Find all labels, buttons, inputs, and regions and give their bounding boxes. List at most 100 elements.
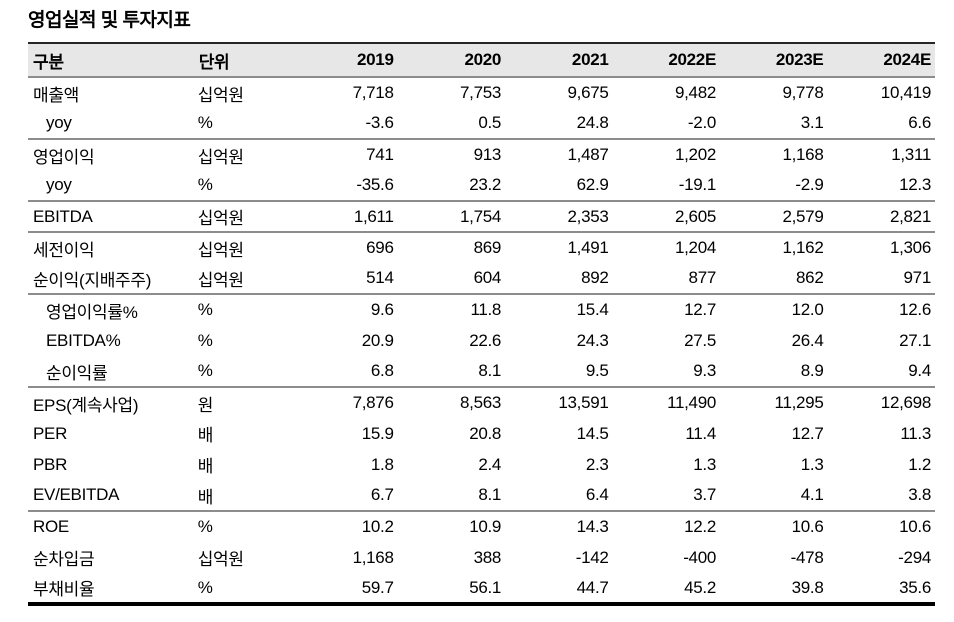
cell-value: 39.8	[720, 573, 828, 606]
cell-value: 7,753	[460, 83, 502, 102]
cell-value: -294	[898, 547, 931, 567]
row-label: 순이익(지배주주)	[28, 263, 194, 295]
cell-value: 869	[473, 238, 502, 257]
row-label: 순차입금	[33, 550, 95, 569]
cell-value: 2,821	[827, 201, 935, 233]
cell-value: 1,306	[889, 238, 931, 257]
cell-value: 12.7	[791, 423, 824, 443]
cell-value: 6.6	[827, 108, 935, 140]
row-label: EV/EBITDA	[28, 480, 194, 512]
row-label: yoy	[28, 170, 194, 202]
cell-value: -400	[683, 547, 717, 567]
cell-value: 1,168	[782, 145, 824, 164]
page-title: 영업실적 및 투자지표	[28, 10, 191, 31]
column-header-2023e: 2023E	[720, 42, 828, 78]
cell-value: 913	[473, 145, 502, 164]
column-header-2022e: 2022E	[612, 42, 721, 78]
cell-value: -3.6	[290, 108, 398, 140]
cell-value: 2,605	[612, 201, 721, 233]
table-row: 순이익률% 6.8 8.1 9.5 9.3 8.9 9.4	[28, 356, 935, 388]
cell-value: 514	[290, 263, 398, 295]
cell-value: 9.6	[370, 300, 394, 319]
cell-value: 24.8	[505, 108, 613, 140]
cell-value: 10,419	[880, 83, 932, 102]
row-label: PER	[33, 423, 68, 443]
cell-value: 4.1	[720, 480, 828, 512]
cell-value: 13,591	[558, 393, 609, 412]
cell-value: 22.6	[469, 330, 502, 350]
row-unit: %	[197, 517, 213, 536]
column-header-unit: 단위	[193, 42, 291, 78]
cell-value: 696	[366, 238, 394, 257]
cell-value: 9.3	[612, 356, 721, 388]
column-header-label: 구분	[28, 42, 194, 78]
cell-value: 7,876	[352, 393, 394, 412]
cell-value: 15.4	[576, 300, 609, 319]
cell-value: 23.2	[397, 170, 506, 202]
cell-value: 6.7	[290, 480, 398, 512]
row-label: 부채비율	[28, 573, 194, 606]
cell-value: 12.3	[827, 170, 935, 202]
cell-value: 9.5	[505, 356, 613, 388]
column-header-2024e: 2024E	[827, 42, 935, 78]
cell-value: 9,482	[674, 83, 717, 102]
cell-value: 862	[720, 263, 828, 295]
row-unit: 십억원	[197, 550, 244, 569]
cell-value: 27.5	[684, 330, 717, 350]
table-row: 세전이익 십억원 696 869 1,491 1,204 1,162 1,306	[28, 232, 935, 263]
cell-value: 3.8	[827, 480, 935, 512]
cell-value: -142	[575, 547, 609, 567]
cell-value: 1,311	[891, 145, 931, 164]
cell-value: 2,353	[505, 201, 613, 233]
cell-value: 1.8	[370, 454, 394, 474]
cell-value: 1,754	[397, 201, 506, 233]
cell-value: 10.9	[469, 517, 502, 536]
cell-value: 1.3	[800, 454, 824, 474]
cell-value: 6.4	[505, 480, 613, 512]
cell-value: 1.2	[908, 454, 931, 474]
cell-value: 1,204	[674, 238, 717, 257]
cell-value: 20.9	[361, 330, 394, 350]
table-row: PBR 배 1.8 2.4 2.3 1.3 1.3 1.2	[28, 449, 935, 480]
table-row: EBITDA%% 20.9 22.6 24.3 27.5 26.4 27.1	[28, 325, 935, 356]
table-row: yoy% -3.6 0.5 24.8 -2.0 3.1 6.6	[28, 108, 935, 140]
table-body: 매출액 십억원 7,718 7,753 9,675 9,482 9,778 10,419 yoy…	[28, 77, 935, 606]
cell-value: 26.4	[791, 330, 824, 350]
cell-value: 1,162	[782, 238, 824, 257]
table-row: 영업이익 십억원 741 913 1,487 1,202 1,168 1,311	[28, 139, 935, 170]
cell-value: 971	[827, 263, 935, 295]
cell-value: -2.0	[612, 108, 721, 140]
row-label: EBITDA	[28, 201, 194, 233]
cell-value: -2.9	[720, 170, 828, 202]
row-unit: 십억원	[197, 147, 244, 167]
cell-value: 2,579	[720, 201, 828, 233]
cell-value: 59.7	[290, 573, 398, 606]
table-row: 순이익(지배주주) 십억원 514 604 892 877 862 971	[28, 263, 935, 295]
row-label: 순이익률	[28, 356, 194, 388]
row-label: PBR	[33, 454, 68, 474]
cell-value: 8.1	[397, 356, 506, 388]
cell-value: 27.1	[899, 330, 931, 350]
cell-value: 24.3	[576, 330, 609, 350]
cell-value: 11,490	[667, 393, 717, 412]
row-label: yoy	[28, 108, 194, 140]
row-unit: %	[193, 356, 291, 388]
row-unit: 배	[193, 480, 291, 512]
cell-value: 12.7	[684, 300, 717, 319]
table-row: EBITDA 십억원 1,611 1,754 2,353 2,605 2,579 2,821	[28, 201, 935, 233]
row-unit: 십억원	[197, 85, 244, 105]
cell-value: 62.9	[505, 170, 613, 202]
table-row: 부채비율% 59.7 56.1 44.7 45.2 39.8 35.6	[28, 573, 935, 606]
cell-value: 2.4	[478, 454, 502, 474]
cell-value: 14.5	[576, 423, 609, 443]
table-row: PER 배 15.9 20.8 14.5 11.4 12.7 11.3	[28, 418, 935, 449]
cell-value: 741	[366, 145, 394, 164]
cell-value: 56.1	[397, 573, 506, 606]
cell-value: 12.6	[899, 300, 931, 319]
column-header-2021: 2021	[505, 42, 613, 78]
cell-value: 14.3	[576, 517, 609, 536]
column-header-2020: 2020	[397, 42, 506, 78]
cell-value: 15.9	[361, 423, 394, 443]
cell-value: 1,491	[567, 238, 609, 257]
cell-value: -478	[790, 547, 824, 567]
